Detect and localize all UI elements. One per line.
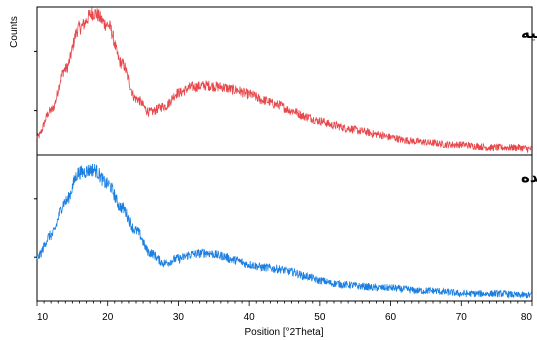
x-tick-label-80: 80 — [521, 312, 533, 323]
x-tick-label-60: 60 — [385, 312, 397, 323]
series-line-1 — [36, 7, 533, 154]
x-tick-label-70: 70 — [456, 312, 468, 323]
x-tick-label-50: 50 — [314, 312, 326, 323]
x-tick-label-30: 30 — [173, 312, 185, 323]
plot-frames — [36, 6, 533, 302]
bottom-panel-frame — [36, 154, 533, 302]
x-axis-ticks — [36, 301, 533, 306]
series-line-2 — [36, 163, 533, 299]
x-axis-tick-labels: 10 20 30 40 50 60 70 80 — [37, 312, 532, 323]
series-label-top: فیلامنت اولیه — [521, 24, 537, 42]
traces — [36, 7, 533, 299]
y-axis-label: Counts — [9, 16, 20, 48]
x-tick-label-20: 20 — [102, 312, 114, 323]
series-label-bottom: داربست پرینت شده — [521, 168, 537, 187]
y-axis-ticks — [34, 50, 37, 258]
x-axis-label: Position [°2Theta] — [244, 327, 323, 338]
x-tick-label-10: 10 — [37, 312, 49, 323]
x-tick-label-40: 40 — [244, 312, 256, 323]
